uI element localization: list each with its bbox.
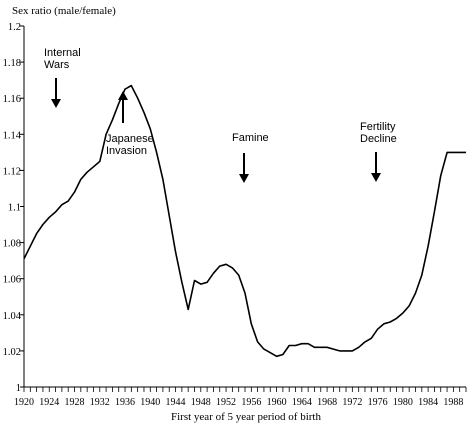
x-tick-label: 1960 xyxy=(267,397,287,408)
y-tick-label: 1.12 xyxy=(3,166,21,177)
annotation-label: Fertility xyxy=(360,121,396,133)
arrow-down-icon xyxy=(239,174,249,183)
x-tick-label: 1932 xyxy=(90,397,110,408)
x-tick-label: 1980 xyxy=(393,397,413,408)
y-tick-label: 1.2 xyxy=(8,22,21,33)
annotation-label: Internal xyxy=(44,47,81,59)
x-tick-label: 1936 xyxy=(115,397,135,408)
y-tick-label: 1.16 xyxy=(3,94,21,105)
x-tick-label: 1920 xyxy=(14,397,34,408)
x-tick-label: 1988 xyxy=(443,397,463,408)
x-tick-label: 1924 xyxy=(39,397,59,408)
x-tick-label: 1956 xyxy=(241,397,261,408)
y-tick-label: 1.18 xyxy=(3,58,21,69)
y-axis-title: Sex ratio (male/female) xyxy=(12,5,116,17)
annotation-label: Japanese xyxy=(106,133,154,145)
x-tick-label: 1948 xyxy=(191,397,211,408)
x-tick-label: 1976 xyxy=(368,397,388,408)
annotation-label: Wars xyxy=(44,59,70,71)
y-tick-label: 1.04 xyxy=(3,311,22,322)
annotation: Famine xyxy=(232,132,269,183)
x-axis-title: First year of 5 year period of birth xyxy=(171,411,321,423)
x-tick-label: 1984 xyxy=(418,397,438,408)
x-ticks: 1920 1924 1928 1932 1936 1940 1944 1948 1952 1956… xyxy=(14,387,467,408)
annotation-label: Decline xyxy=(360,133,397,145)
y-tick-label: 1.14 xyxy=(3,130,22,141)
x-tick-label: 1944 xyxy=(166,397,186,408)
arrow-down-icon xyxy=(51,99,61,108)
axes xyxy=(23,26,466,388)
sex-ratio-line xyxy=(23,84,466,358)
y-tick-label: 1.1 xyxy=(8,203,21,214)
y-tick-label: 1.06 xyxy=(3,275,21,286)
arrow-down-icon xyxy=(371,173,381,182)
x-tick-label: 1972 xyxy=(342,397,362,408)
x-tick-label: 1940 xyxy=(140,397,160,408)
x-tick-label: 1968 xyxy=(317,397,337,408)
x-tick-label: 1952 xyxy=(216,397,236,408)
y-tick-label: 1.02 xyxy=(3,347,21,358)
series xyxy=(23,84,466,358)
arrow-up-icon xyxy=(118,91,128,100)
annotation-label: Famine xyxy=(232,132,269,144)
y-tick-label: 1 xyxy=(16,383,21,394)
x-tick-label: 1928 xyxy=(65,397,85,408)
annotation-label: Invasion xyxy=(106,145,147,157)
y-tick-label: 1.08 xyxy=(3,239,21,250)
y-ticks: 1 1.02 1.04 1.06 1.08 1.1 1.12 1.14 1.16 1.18 1.2 xyxy=(3,22,24,394)
x-tick-label: 1964 xyxy=(292,397,312,408)
